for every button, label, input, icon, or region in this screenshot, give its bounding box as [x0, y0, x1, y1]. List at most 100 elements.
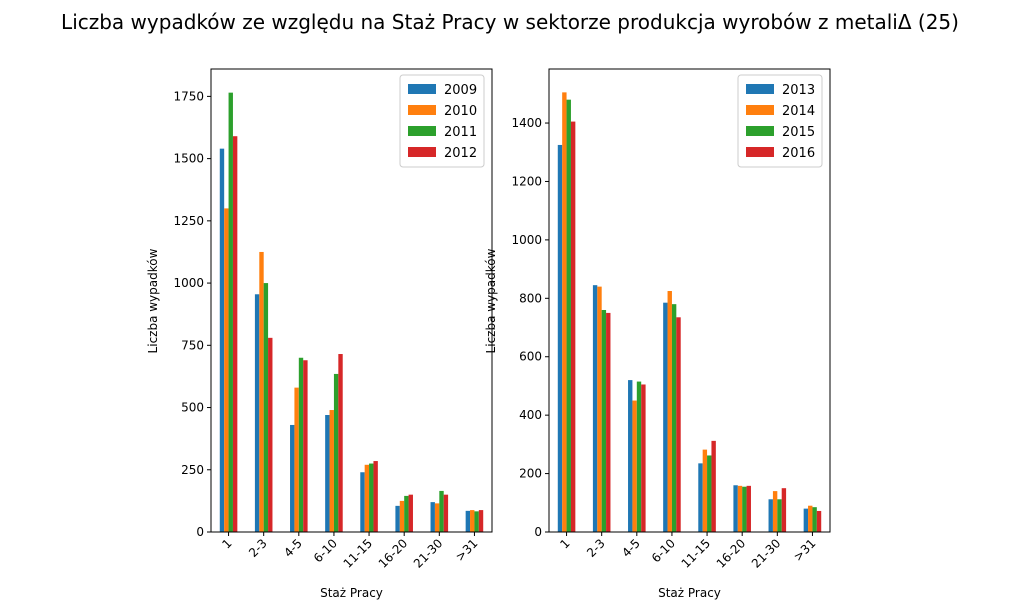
bar-1-2010 [224, 208, 229, 533]
bar->31-2009 [465, 510, 471, 532]
bar->31-2012 [478, 510, 484, 532]
x-tick-label: 11-15 [679, 536, 714, 571]
series-2013 [557, 144, 809, 532]
bar-16-20-2013 [733, 485, 738, 532]
bar-16-20-2010 [399, 500, 405, 532]
x-tick-label: 2-3 [584, 536, 608, 560]
y-tick-label: 400 [519, 408, 542, 422]
bar-2-3-2009 [254, 294, 260, 532]
bar-2-3-2010 [259, 251, 264, 533]
bar-16-20-2009 [395, 505, 400, 532]
series-2016 [570, 121, 822, 532]
x-tick-label: >31 [791, 536, 819, 564]
legend-swatch-2014 [746, 105, 774, 115]
y-tick-label: 1400 [511, 116, 542, 130]
legend-swatch-2016 [746, 147, 774, 157]
bar->31-2015 [812, 507, 817, 532]
x-axis-label: Staż Pracy [320, 586, 383, 600]
bar-2-3-2011 [263, 283, 269, 532]
chart-panel-left: 0 250 500 750 1000 1250 1500 1750 1 2-3 4-5 6-10 11-… [146, 68, 493, 600]
legend: 2009 2010 2011 2012 [399, 74, 485, 168]
y-tick-label: 200 [519, 467, 542, 481]
bar-16-20-2012 [408, 494, 413, 532]
y-axis-label: Liczba wypadków [146, 248, 160, 353]
bar-11-15-2011 [369, 463, 374, 532]
bar-21-30-2010 [434, 503, 440, 532]
series-2015 [566, 99, 817, 532]
series-2012 [232, 136, 484, 533]
x-tick-label: 11-15 [341, 536, 376, 571]
series-2009 [219, 148, 471, 532]
x-tick-label: 21-30 [749, 536, 784, 571]
series-2011 [228, 92, 479, 532]
legend-swatch-2011 [408, 126, 436, 136]
bar-21-30-2014 [772, 491, 778, 532]
legend-frame [737, 74, 823, 168]
bar-11-15-2012 [373, 461, 378, 532]
axes-frame [548, 68, 831, 533]
y-tick-label: 1750 [173, 89, 204, 103]
bar-1-2012 [232, 136, 238, 533]
bar-2-3-2013 [592, 285, 598, 532]
bar-6-10-2014 [667, 291, 672, 532]
bar-6-10-2011 [333, 373, 339, 532]
bar-4-5-2014 [632, 400, 637, 532]
series-2010 [224, 208, 475, 533]
bar-2-3-2014 [597, 286, 602, 532]
bar-4-5-2015 [636, 381, 642, 532]
bar-21-30-2015 [777, 499, 782, 532]
bar-11-15-2010 [364, 464, 370, 532]
bar-2-3-2016 [606, 312, 611, 532]
x-tick-label: 6-10 [649, 536, 678, 565]
bar-11-15-2016 [711, 440, 716, 532]
x-tick-label: 16-20 [376, 536, 411, 571]
bar-4-5-2011 [298, 357, 304, 532]
legend-frame [399, 74, 485, 168]
bar-1-2014 [562, 92, 567, 533]
series-2014 [562, 92, 813, 533]
x-tick-label: 2-3 [246, 536, 270, 560]
y-tick-label: 1200 [511, 174, 542, 188]
bar-6-10-2016 [676, 317, 681, 532]
bar->31-2016 [816, 510, 822, 532]
y-tick-label: 250 [181, 463, 204, 477]
x-tick-label: 4-5 [281, 536, 305, 560]
bar-6-10-2012 [338, 354, 343, 532]
bar-16-20-2014 [737, 485, 743, 532]
bar-2-3-2015 [601, 309, 607, 532]
y-tick-label: 1000 [173, 276, 204, 290]
bar->31-2010 [470, 510, 475, 532]
x-axis-label: Staż Pracy [658, 586, 721, 600]
bar-16-20-2016 [746, 485, 751, 532]
y-tick-label: 1000 [511, 233, 542, 247]
y-tick-label: 800 [519, 291, 542, 305]
x-tick-label: >31 [453, 536, 481, 564]
y-tick-label: 750 [181, 338, 204, 352]
y-tick-label: 1250 [173, 214, 204, 228]
bar-4-5-2009 [290, 424, 295, 532]
bar-21-30-2011 [439, 490, 444, 532]
bar->31-2013 [803, 508, 809, 532]
legend-swatch-2009 [408, 84, 436, 94]
bar-1-2011 [228, 92, 233, 532]
legend-swatch-2012 [408, 147, 436, 157]
bar-11-15-2009 [360, 472, 365, 532]
bar-21-30-2016 [781, 488, 787, 532]
bar-11-15-2014 [702, 449, 708, 532]
legend-swatch-2015 [746, 126, 774, 136]
legend-label-2009: 2009 [444, 83, 477, 98]
x-tick-label: 1 [219, 536, 234, 551]
y-tick-label: 1500 [173, 152, 204, 166]
bar-6-10-2010 [329, 410, 334, 532]
y-tick-label: 0 [196, 525, 204, 539]
legend-label-2012: 2012 [444, 146, 477, 161]
axes-frame [210, 68, 493, 533]
legend-label-2011: 2011 [444, 125, 477, 140]
bar-1-2013 [557, 144, 563, 532]
bar-11-15-2015 [707, 455, 712, 532]
legend-label-2016: 2016 [782, 146, 815, 161]
x-tick-label: 21-30 [411, 536, 446, 571]
bar-4-5-2016 [641, 384, 646, 532]
bar-21-30-2009 [430, 502, 435, 532]
